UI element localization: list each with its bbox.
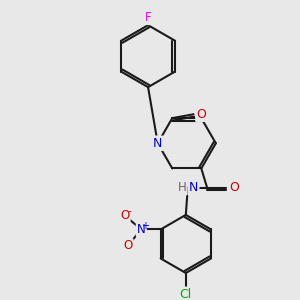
Text: N: N	[189, 181, 198, 194]
Text: H: H	[178, 181, 186, 194]
Text: O: O	[229, 181, 239, 194]
Text: O: O	[120, 209, 130, 222]
Text: O: O	[196, 108, 206, 121]
Text: +: +	[141, 220, 149, 231]
Text: O: O	[123, 239, 132, 252]
Text: Cl: Cl	[180, 288, 192, 300]
Text: -: -	[128, 206, 132, 216]
Text: N: N	[153, 137, 162, 150]
Text: F: F	[145, 11, 152, 24]
Text: N: N	[137, 223, 146, 236]
